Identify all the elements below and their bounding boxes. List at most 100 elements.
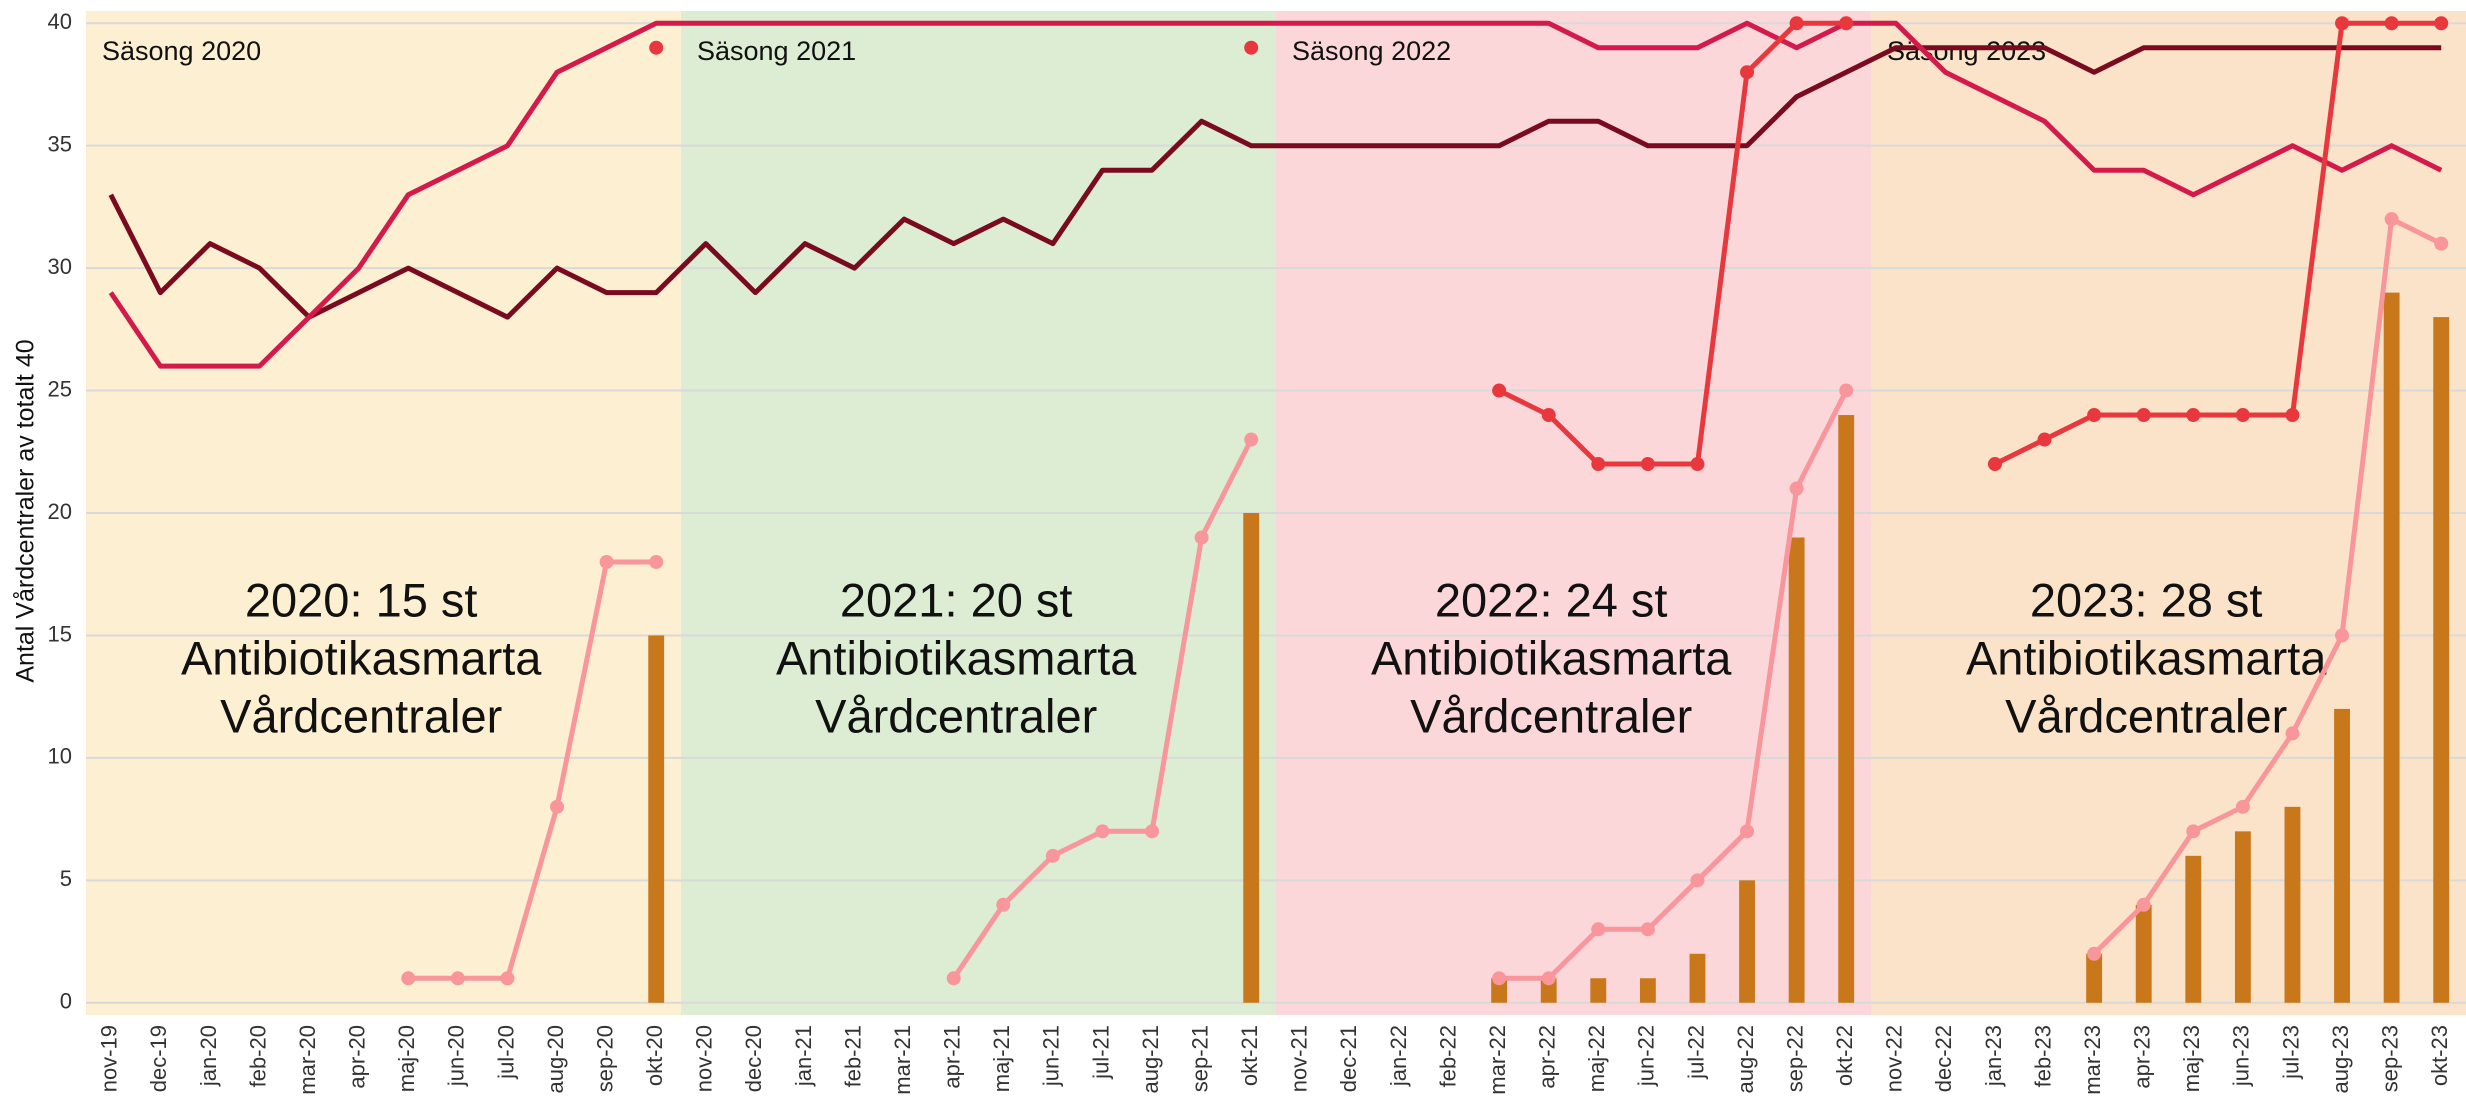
marker <box>2186 408 2201 423</box>
season-annotation: Vårdcentraler <box>815 689 1097 742</box>
x-tick-label: jan-23 <box>1981 1025 2006 1087</box>
x-tick-label: nov-22 <box>1882 1025 1907 1092</box>
y-axis-title: Antal Vårdcentraler av totalt 40 <box>12 339 40 682</box>
marker <box>946 971 961 986</box>
x-tick-label: apr-20 <box>345 1025 370 1089</box>
y-tick-label: 5 <box>60 866 72 891</box>
marker <box>1690 873 1705 888</box>
bar <box>1491 978 1508 1003</box>
marker <box>599 554 614 569</box>
marker <box>2136 897 2151 912</box>
y-tick-label: 10 <box>48 744 72 769</box>
marker <box>1789 16 1804 31</box>
marker <box>2335 16 2350 31</box>
line <box>1497 20 2442 467</box>
marker <box>1145 824 1160 839</box>
marker <box>1640 457 1655 472</box>
marker <box>2136 408 2151 423</box>
x-tick-label: jan-21 <box>791 1025 816 1087</box>
x-tick-label: maj-22 <box>1584 1025 1609 1092</box>
y-tick-label: 0 <box>60 989 72 1014</box>
marker <box>2285 726 2300 741</box>
season-annotation: 2020: 15 st <box>245 573 478 626</box>
x-tick-label: maj-20 <box>394 1025 419 1092</box>
line <box>108 45 2442 320</box>
x-tick-label: okt-20 <box>642 1025 667 1086</box>
marker <box>2186 824 2201 839</box>
bar <box>2284 806 2301 1003</box>
marker <box>1987 457 2002 472</box>
x-tick-label: maj-23 <box>2179 1025 2204 1092</box>
bar <box>2433 317 2450 1003</box>
marker <box>2285 408 2300 423</box>
x-tick-label: mar-23 <box>2080 1025 2105 1095</box>
x-tick-label: feb-22 <box>1435 1025 1460 1087</box>
y-tick-label: 35 <box>48 131 72 156</box>
marker <box>2335 628 2350 643</box>
marker <box>1839 383 1854 398</box>
bar <box>1243 513 1260 1003</box>
marker <box>2384 16 2399 31</box>
x-tick-label: sep-21 <box>1187 1025 1212 1092</box>
bar <box>1838 415 1855 1003</box>
x-tick-label: sep-20 <box>592 1025 617 1092</box>
line <box>108 20 2443 369</box>
marker <box>1591 922 1606 937</box>
x-tick-label: mar-20 <box>295 1025 320 1095</box>
marker <box>1492 383 1507 398</box>
marker <box>2037 432 2052 447</box>
marker <box>1244 432 1259 447</box>
x-tick-label: dec-22 <box>1931 1025 1956 1092</box>
marker <box>2235 408 2250 423</box>
marker <box>2434 236 2449 251</box>
bar <box>648 635 665 1003</box>
marker <box>1690 457 1705 472</box>
marker <box>1591 457 1606 472</box>
x-tick-label: nov-20 <box>692 1025 717 1092</box>
x-tick-label: apr-22 <box>1535 1025 1560 1089</box>
season-annotation: Antibiotikasmarta <box>776 631 1137 684</box>
x-tick-label: dec-19 <box>146 1025 171 1092</box>
marker <box>1244 40 1259 55</box>
x-tick-label: apr-23 <box>2130 1025 2155 1089</box>
bar <box>1540 978 1557 1003</box>
marker <box>1740 824 1755 839</box>
bar <box>1639 978 1656 1003</box>
marker <box>649 554 664 569</box>
x-tick-label: dec-21 <box>1336 1025 1361 1092</box>
season-annotation: 2022: 24 st <box>1435 573 1668 626</box>
bar <box>1590 978 1607 1003</box>
marker <box>401 971 416 986</box>
x-tick-label: feb-21 <box>840 1025 865 1087</box>
marker <box>2087 408 2102 423</box>
x-tick-label: mar-21 <box>890 1025 915 1095</box>
bar <box>2135 904 2152 1003</box>
marker <box>1095 824 1110 839</box>
marker <box>1740 65 1755 80</box>
marker <box>2434 16 2449 31</box>
x-tick-label: jun-21 <box>1039 1025 1064 1087</box>
marker <box>2087 946 2102 961</box>
bar <box>2383 292 2400 1003</box>
x-tick-label: okt-21 <box>1237 1025 1262 1086</box>
season-annotation: Vårdcentraler <box>2005 689 2287 742</box>
x-tick-label: jan-20 <box>196 1025 221 1087</box>
season-annotation: Vårdcentraler <box>220 689 502 742</box>
x-tick-label: aug-22 <box>1733 1025 1758 1094</box>
season-annotation: 2021: 20 st <box>840 573 1073 626</box>
x-tick-label: maj-21 <box>989 1025 1014 1092</box>
x-tick-label: dec-20 <box>741 1025 766 1092</box>
bar <box>2185 855 2202 1003</box>
marker <box>550 799 565 814</box>
marker <box>1492 971 1507 986</box>
season-annotation: Antibiotikasmarta <box>1371 631 1732 684</box>
season-annotation: Antibiotikasmarta <box>1966 631 2327 684</box>
x-tick-label: mar-22 <box>1485 1025 1510 1095</box>
x-tick-label: feb-20 <box>245 1025 270 1087</box>
marker <box>1541 971 1556 986</box>
marker <box>1839 16 1854 31</box>
x-tick-label: nov-21 <box>1287 1025 1312 1092</box>
marker <box>2384 212 2399 227</box>
x-tick-label: sep-22 <box>1782 1025 1807 1092</box>
x-tick-label: apr-21 <box>940 1025 965 1089</box>
